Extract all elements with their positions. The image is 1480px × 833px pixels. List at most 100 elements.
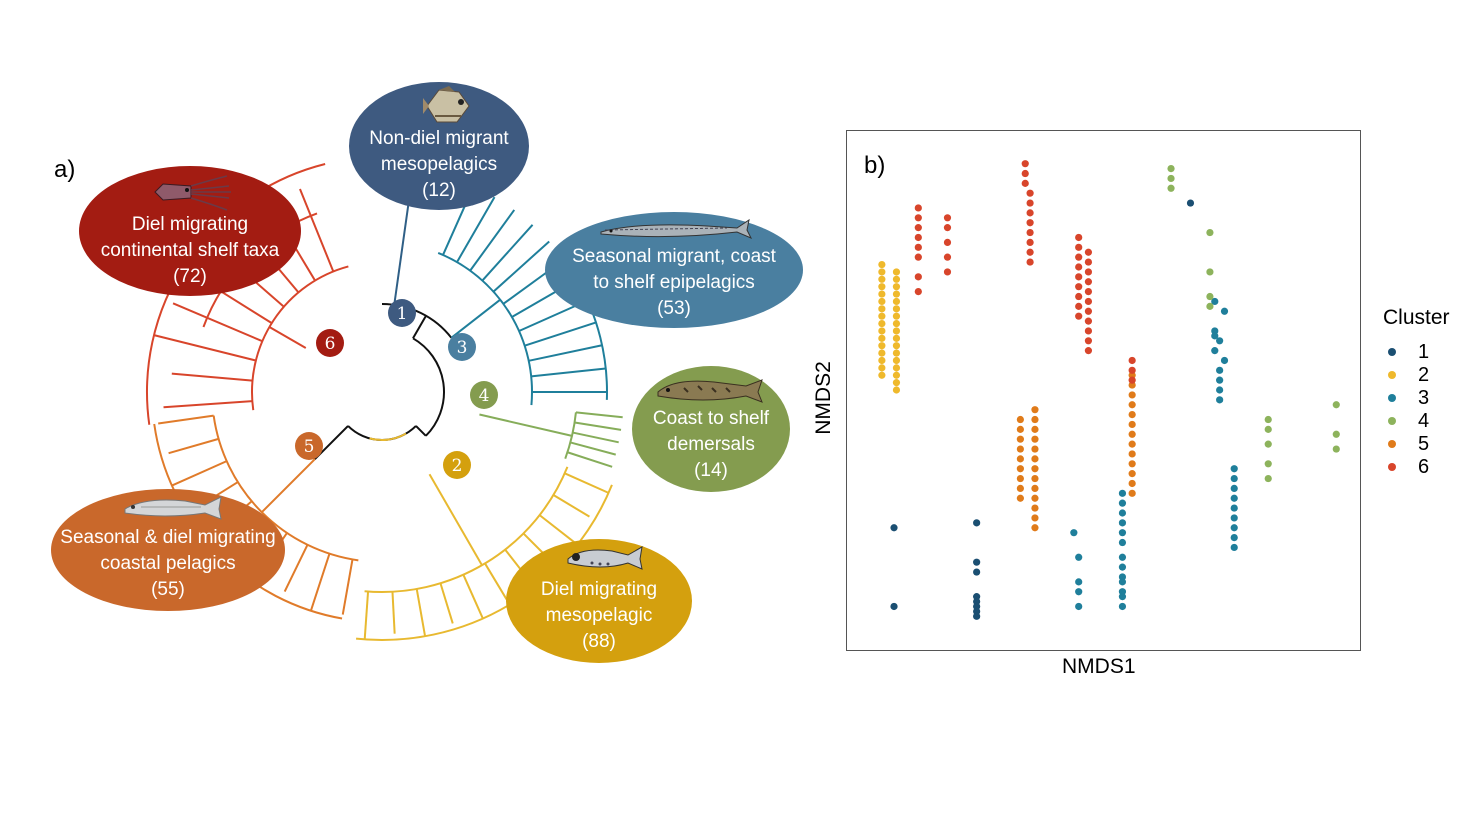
cluster-2-point	[878, 305, 886, 313]
group-4-count: (14)	[694, 460, 728, 481]
cluster-3-point	[1230, 543, 1238, 552]
cluster-3-point	[1216, 337, 1224, 345]
cluster-4-point	[1264, 425, 1272, 433]
cluster-3-point	[1075, 588, 1083, 596]
group-5-line1: Seasonal & diel migrating	[60, 527, 276, 548]
node-1-label: 1	[397, 304, 408, 324]
cluster-3-point	[1118, 553, 1127, 561]
cluster-6-point	[1128, 366, 1136, 374]
c5-leaf	[171, 460, 228, 487]
cluster-5-point	[1128, 450, 1136, 458]
cluster-6-point	[1075, 302, 1083, 310]
anchovy-icon	[121, 491, 225, 523]
cluster-3-point	[1230, 465, 1238, 473]
cluster-4-point	[1264, 460, 1272, 468]
node-2-label: 2	[452, 456, 463, 476]
cluster-4-point	[1206, 268, 1214, 276]
cluster-3-point	[1230, 474, 1238, 483]
c6-leaf	[163, 400, 253, 409]
c3-leaf	[469, 209, 516, 272]
group-4-bubble: Coast to shelf demersals (14)	[632, 366, 790, 492]
cluster-6-point	[943, 268, 952, 276]
c2-arc	[364, 466, 569, 593]
cod-icon	[654, 374, 766, 406]
group-5-line2: coastal pelagics	[100, 553, 236, 574]
group-1-bubble: Non-diel migrant mesopelagics (12)	[349, 82, 529, 210]
cluster-5-point	[1016, 455, 1024, 463]
cluster-5-point	[1031, 415, 1039, 424]
cluster-2-point	[892, 312, 901, 320]
group-3-count: (53)	[657, 298, 691, 319]
cluster-6-point	[914, 224, 922, 232]
x-axis-title: NMDS1	[1062, 655, 1136, 678]
cluster-1-point	[973, 597, 981, 606]
root-arc	[347, 425, 417, 441]
c3-leaf	[456, 196, 496, 263]
cluster-6-point	[1026, 199, 1034, 207]
cluster-2-point	[878, 327, 886, 335]
cluster-5-point	[1016, 494, 1024, 502]
cluster-6-point	[1075, 253, 1083, 261]
cluster-1-point	[1186, 199, 1195, 207]
cluster-6-point	[1075, 312, 1083, 320]
cluster-2-point	[892, 386, 901, 394]
cluster-6-point	[914, 204, 922, 212]
legend-item-5: 5	[1388, 433, 1429, 455]
c2-arc-0	[369, 432, 407, 441]
cluster-2-point	[878, 260, 886, 269]
cluster-6-point	[943, 253, 952, 261]
c3-arc	[437, 251, 533, 406]
cluster-3-point	[1216, 376, 1224, 384]
y-axis-title: NMDS2	[811, 361, 835, 435]
cluster-2-point	[878, 290, 886, 298]
root-branch-3	[412, 315, 427, 339]
cluster-3-point	[1118, 489, 1127, 497]
group-6-bubble: Diel migrating continental shelf taxa (7…	[79, 166, 301, 296]
cluster-2-point	[878, 342, 886, 350]
c2-leaf	[564, 472, 609, 494]
cluster-6-point	[1128, 356, 1136, 365]
cluster-1-point	[973, 519, 981, 527]
cluster-6-point	[914, 233, 922, 242]
panel-b-label: b)	[864, 152, 886, 179]
group-5-count: (55)	[151, 579, 185, 600]
node-5-marker	[295, 432, 323, 460]
panel-a-label: a)	[54, 156, 76, 183]
root-arc-2	[412, 337, 445, 437]
c4-leaf	[574, 421, 622, 431]
cluster-3-point	[1230, 494, 1238, 502]
legend-swatch	[1388, 348, 1396, 356]
root-arc-3	[381, 303, 453, 339]
hatchetfish-icon	[421, 84, 473, 128]
cluster-6-point	[1084, 248, 1093, 256]
cluster-4-point	[1332, 445, 1340, 453]
cluster-5-point	[1128, 470, 1136, 478]
cluster-6-point	[1084, 337, 1093, 345]
squid-icon	[151, 172, 231, 214]
cluster-6-point	[1084, 297, 1093, 306]
cluster-5-point	[1128, 420, 1136, 429]
cluster-2-point	[892, 283, 901, 291]
cluster-6-point	[1084, 327, 1093, 335]
cluster-2-point	[892, 334, 901, 342]
cluster-6-point	[1026, 209, 1034, 217]
c4-leaf	[570, 441, 617, 456]
cluster-4-point	[1206, 302, 1214, 310]
c5-arc	[212, 415, 359, 562]
cluster-2-point	[892, 379, 901, 387]
cluster-6-point	[1026, 228, 1034, 237]
group-6-line1: Diel migrating	[131, 214, 249, 235]
cluster-1-point	[973, 558, 981, 566]
cluster-6-point	[914, 243, 922, 251]
group-6-line2: continental shelf taxa	[100, 240, 280, 261]
cluster-3-point	[1230, 524, 1238, 532]
legend-label: 4	[1418, 409, 1430, 432]
cluster-5-point	[1128, 479, 1136, 488]
cluster-5-point	[1031, 406, 1039, 414]
cluster-2-point	[878, 334, 886, 342]
cluster-3-point	[1118, 519, 1127, 527]
group-1-count: (12)	[422, 180, 456, 201]
cluster-5-point	[1128, 460, 1136, 468]
cluster-2-point	[892, 297, 901, 306]
